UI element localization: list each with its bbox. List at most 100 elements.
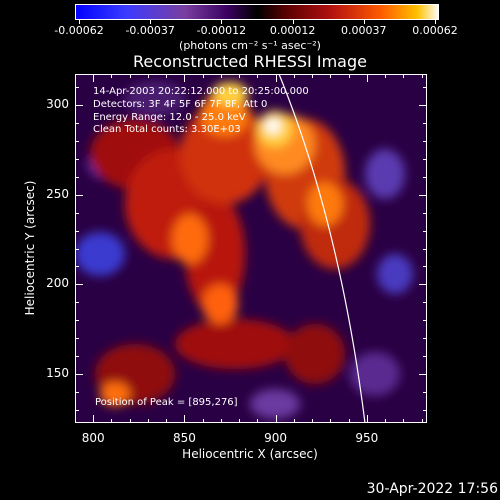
x-tick — [385, 74, 387, 78]
blob — [377, 254, 413, 294]
y-tick — [419, 284, 427, 286]
y-tick — [75, 176, 79, 178]
blob — [350, 352, 400, 396]
x-tick — [312, 419, 314, 423]
blob — [172, 214, 208, 264]
x-tick — [93, 415, 95, 423]
colorbar-tick — [292, 20, 294, 24]
y-tick — [75, 392, 79, 394]
blob — [265, 118, 281, 134]
y-tick — [423, 248, 427, 250]
y-tick — [423, 158, 427, 160]
y-tick — [423, 410, 427, 412]
blob — [285, 324, 345, 384]
x-tick — [220, 419, 222, 423]
y-tick — [75, 302, 79, 304]
colorbar-tick — [221, 20, 223, 24]
x-tick — [147, 419, 149, 423]
y-axis-label: Heliocentric Y (arcsec) — [23, 180, 37, 316]
x-tick — [293, 419, 295, 423]
x-tick — [75, 74, 76, 78]
x-tick — [348, 74, 350, 78]
y-tick-label: 150 — [46, 366, 69, 381]
x-tick — [93, 74, 95, 82]
info-energy-range: Energy Range: 12.0 - 25.0 keV — [93, 112, 246, 123]
x-tick — [129, 419, 131, 423]
timestamp: 30-Apr-2022 17:56 — [366, 481, 498, 497]
colorbar-tick-label: -0.00037 — [125, 24, 175, 37]
colorbar-tick-label: 0.00062 — [412, 24, 458, 37]
y-tick — [423, 338, 427, 340]
y-tick — [419, 104, 427, 106]
y-tick — [423, 266, 427, 268]
x-tick — [129, 74, 131, 78]
x-tick — [312, 74, 314, 78]
blob — [202, 284, 238, 324]
y-tick — [75, 248, 79, 250]
y-tick — [75, 374, 83, 376]
info-detectors: Detectors: 3F 4F 5F 6F 7F 8F, Att 0 — [93, 99, 268, 110]
y-tick — [423, 122, 427, 124]
x-tick — [202, 419, 204, 423]
y-tick — [423, 140, 427, 142]
x-tick — [257, 419, 259, 423]
x-tick — [220, 74, 222, 78]
solar-limb-line — [278, 74, 366, 423]
x-tick — [75, 419, 76, 423]
x-tick — [275, 74, 277, 82]
blob — [125, 81, 185, 117]
x-tick — [366, 415, 368, 423]
y-tick — [423, 392, 427, 394]
y-tick — [75, 338, 79, 340]
blob — [307, 182, 343, 226]
x-tick — [421, 74, 423, 78]
colorbar-tick-label: -0.00062 — [54, 24, 104, 37]
y-tick — [75, 140, 79, 142]
x-tick-label: 850 — [172, 431, 196, 445]
colorbar-tick — [150, 20, 152, 24]
blob — [180, 104, 270, 204]
x-tick — [403, 74, 405, 78]
x-tick — [147, 74, 149, 78]
colorbar-frame — [75, 4, 439, 20]
x-tick — [166, 74, 168, 78]
x-tick — [366, 74, 368, 82]
y-tick — [75, 284, 83, 286]
info-clean-counts: Clean Total counts: 3.30E+03 — [93, 124, 241, 135]
x-axis-label: Heliocentric X (arcsec) — [182, 447, 318, 461]
colorbar-tick-label: 0.00037 — [341, 24, 387, 37]
blob — [250, 389, 300, 419]
y-tick — [423, 230, 427, 232]
x-tick — [257, 74, 259, 78]
y-tick — [75, 230, 79, 232]
colorbar-tick-label: -0.00012 — [196, 24, 247, 37]
x-tick — [111, 419, 113, 423]
colorbar-tick — [79, 20, 80, 24]
x-tick — [239, 74, 241, 78]
chart-title: Reconstructed RHESSI Image — [133, 52, 367, 71]
x-tick — [166, 419, 168, 423]
x-tick — [202, 74, 204, 78]
y-tick — [423, 86, 427, 88]
y-tick-label: 250 — [46, 186, 69, 201]
heatmap-image — [75, 74, 413, 423]
y-tick — [75, 320, 79, 322]
y-tick — [75, 158, 79, 160]
colorbar-units: (photons cm⁻² s⁻¹ asec⁻²) — [179, 39, 321, 52]
y-tick — [75, 356, 79, 358]
info-time-range: 14-Apr-2003 20:22:12.000 to 20:25:00.000 — [93, 86, 309, 97]
y-tick — [423, 356, 427, 358]
x-tick — [275, 415, 277, 423]
y-tick — [423, 176, 427, 178]
blob — [100, 382, 130, 406]
x-tick — [293, 74, 295, 78]
x-tick-label: 800 — [81, 431, 105, 445]
colorbar-tick-label: 0.00012 — [269, 24, 316, 37]
y-tick — [75, 122, 79, 124]
y-tick-label: 200 — [46, 276, 69, 291]
image-plot — [75, 74, 427, 423]
y-tick — [423, 302, 427, 304]
x-tick — [403, 419, 405, 423]
y-tick — [423, 212, 427, 214]
y-tick — [75, 212, 79, 214]
